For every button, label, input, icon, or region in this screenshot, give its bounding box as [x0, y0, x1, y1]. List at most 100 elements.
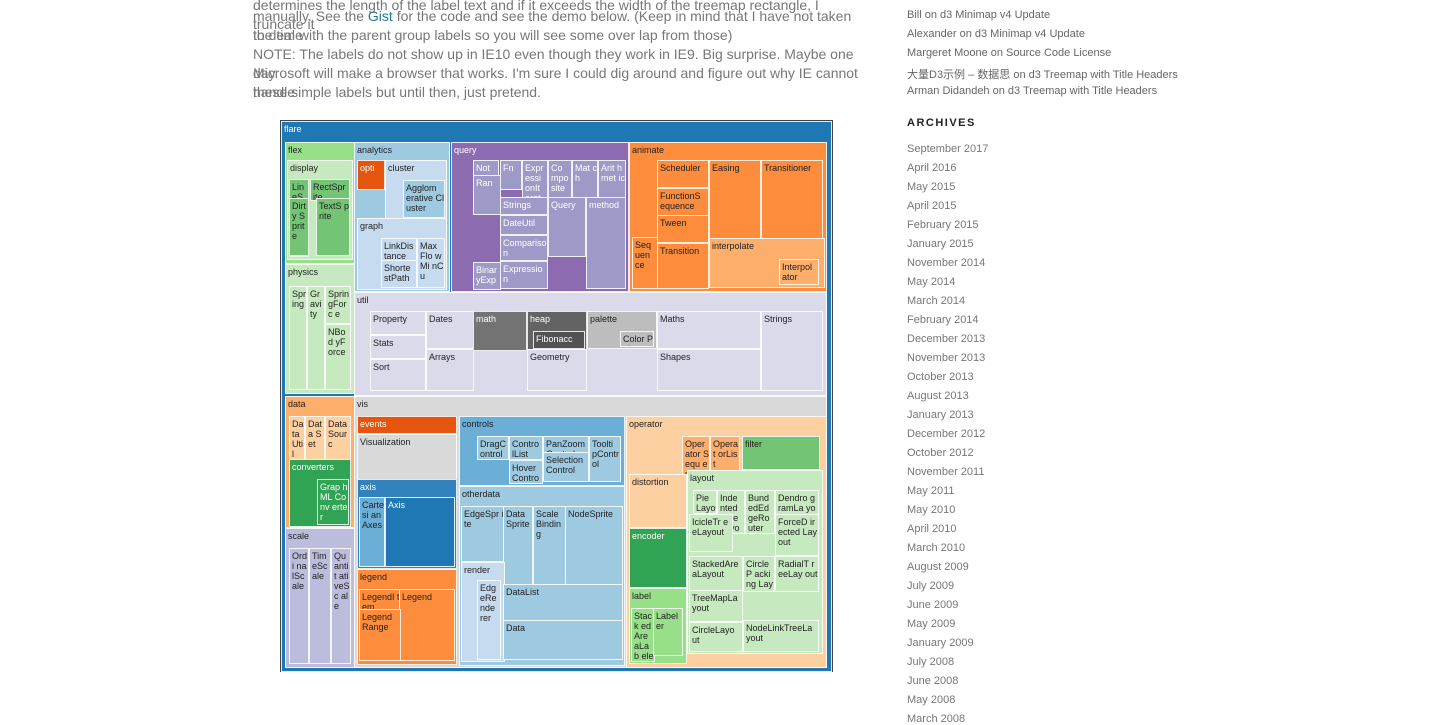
archive-link[interactable]: October 2013 [907, 371, 974, 383]
archive-link[interactable]: November 2011 [907, 466, 985, 478]
recent-comment-link[interactable]: Arman Didandeh on d3 Treemap with Title … [907, 85, 1158, 97]
archive-link[interactable]: June 2008 [907, 675, 959, 687]
treemap-label: Mat ch [575, 163, 598, 183]
treemap-node-expression: Expression [500, 261, 548, 289]
treemap-label: cluster [388, 163, 415, 173]
treemap-node-circlepacking: CircleP acking Layout [743, 556, 775, 592]
treemap-label: StackedAre aLayout [692, 559, 739, 579]
treemap-node-comp: Co mpo site [548, 160, 572, 200]
treemap-label: query [454, 145, 477, 155]
treemap-node-binaryexp: Binar yExp [473, 262, 501, 290]
treemap-node-tooltip: Toolti pControl [589, 436, 621, 482]
treemap-label: Bund edEd geRo uter [748, 493, 770, 533]
treemap-node-icicle: IcicleTr eeLayout [689, 514, 733, 552]
treemap-node-spring: Spring [289, 286, 307, 390]
treemap-label: FunctionS equence [660, 191, 701, 211]
treemap-node-nodesprite: NodeSprite [565, 506, 623, 586]
recent-comment-link[interactable]: Alexander on d3 Minimap v4 Update [907, 28, 1085, 40]
archive-link[interactable]: January 2015 [907, 238, 974, 250]
treemap-label: Sort [373, 362, 390, 372]
treemap-label: display [290, 163, 319, 173]
treemap-node-pielayout: Pie Layout [693, 490, 717, 514]
treemap-label: Tim eScale [312, 551, 328, 581]
treemap-node-linkdis: LinkDis tance [381, 238, 417, 262]
archive-link[interactable]: February 2014 [907, 314, 979, 326]
archive-link[interactable]: April 2016 [907, 162, 957, 174]
archive-link[interactable]: April 2015 [907, 200, 957, 212]
treemap-label: Scale Binding [536, 509, 562, 539]
treemap-label: vis [357, 399, 368, 409]
gist-link[interactable]: Gist [367, 8, 393, 24]
archive-link[interactable]: May 2009 [907, 618, 956, 630]
treemap-label: events [360, 419, 387, 429]
archive-link[interactable]: January 2013 [907, 409, 974, 421]
archive-link[interactable]: September 2017 [907, 143, 989, 155]
treemap-label: NBod yForce [328, 327, 346, 357]
treemap-label: graph [360, 221, 384, 231]
treemap-label: NodeLinkTreeLa yout [746, 623, 813, 643]
treemap-label: Expression [503, 264, 543, 284]
archive-link[interactable]: May 2011 [907, 485, 955, 497]
archive-link[interactable]: May 2015 [907, 181, 956, 193]
archive-link[interactable]: March 2008 [907, 713, 966, 725]
treemap-label: Axis [388, 500, 406, 510]
treemap-node-gravity: Gr avi ty [307, 286, 325, 390]
archive-link[interactable]: November 2014 [907, 257, 986, 269]
archive-link[interactable]: March 2014 [907, 295, 966, 307]
recent-comment-link[interactable]: Bill on d3 Minimap v4 Update [907, 9, 1051, 21]
treemap-label: Compariso n [503, 238, 547, 258]
archive-link[interactable]: February 2015 [907, 219, 979, 231]
treemap-node-dragcontrol: DragC ontrol [477, 436, 509, 460]
treemap-label: LinkDis tance [384, 241, 414, 261]
treemap-label: Edg eRe nde rer [480, 583, 497, 623]
recent-comment-link[interactable]: Margeret Moone on Source Code License [907, 47, 1112, 59]
archive-link[interactable]: October 2012 [907, 447, 974, 459]
archive-link[interactable]: August 2009 [907, 561, 969, 573]
treemap-node-controllist: Contro lList [509, 436, 543, 460]
recent-comment-link[interactable]: 大量D3示例 – 数据思 on d3 Treemap with Title He… [907, 69, 1178, 81]
article-text: manually. See the [253, 8, 365, 24]
treemap-label: Fn [503, 163, 514, 173]
treemap-label: filter [745, 439, 763, 449]
archive-link[interactable]: December 2013 [907, 333, 986, 345]
treemap-label: util [357, 295, 369, 305]
treemap-label: Scheduler [660, 163, 701, 173]
treemap-node-labeler: Label er [653, 608, 683, 656]
archive-link[interactable]: December 2012 [907, 428, 986, 440]
archive-link[interactable]: January 2009 [907, 637, 974, 649]
treemap-label: controls [462, 419, 494, 429]
treemap-label: scale [288, 531, 310, 541]
archive-link[interactable]: May 2014 [907, 276, 956, 288]
treemap-label: Query [551, 200, 576, 210]
treemap-label: Cartesi anAxes [362, 500, 385, 530]
archive-link[interactable]: June 2009 [907, 599, 959, 611]
treemap-label: animate [632, 145, 665, 155]
treemap-node-maxflo: Max Flo wMi nCu [417, 238, 445, 288]
archive-link[interactable]: July 2008 [907, 656, 955, 668]
treemap-node-transitioner: Transitioner [761, 160, 823, 240]
archive-link[interactable]: May 2008 [907, 694, 956, 706]
treemap-node-sort: Sort [370, 359, 426, 391]
treemap-label: Label er [656, 611, 679, 631]
treemap-label: RectSpr ite [313, 182, 346, 201]
archive-link[interactable]: July 2009 [907, 580, 955, 592]
treemap-label: Selection Control [546, 455, 584, 475]
treemap-label: Co mpo site [551, 163, 569, 193]
archive-link[interactable]: November 2013 [907, 352, 986, 364]
treemap-label: render [464, 565, 491, 575]
treemap-node-datasource: DataSourc [325, 416, 351, 460]
archive-link[interactable]: March 2010 [907, 542, 966, 554]
archive-link[interactable]: April 2010 [907, 523, 957, 535]
treemap-label: Geometry [530, 352, 570, 362]
archive-link[interactable]: May 2010 [907, 504, 956, 516]
treemap-node-hover: Hover Contro [509, 460, 543, 484]
treemap-label: Legend Range [362, 612, 393, 632]
treemap-label: CircleP acking Layout [746, 559, 774, 591]
treemap-label: Not [476, 163, 491, 173]
treemap-label: Grap hML Conv erter [320, 482, 348, 522]
treemap-node-fn: Fn [500, 160, 522, 190]
treemap-node-texts: TextS prite [316, 198, 350, 256]
archive-link[interactable]: August 2013 [907, 390, 969, 402]
treemap-label: TreeMapLa yout [692, 593, 738, 613]
article-line-top: determines the length of the label text … [253, 0, 819, 32]
